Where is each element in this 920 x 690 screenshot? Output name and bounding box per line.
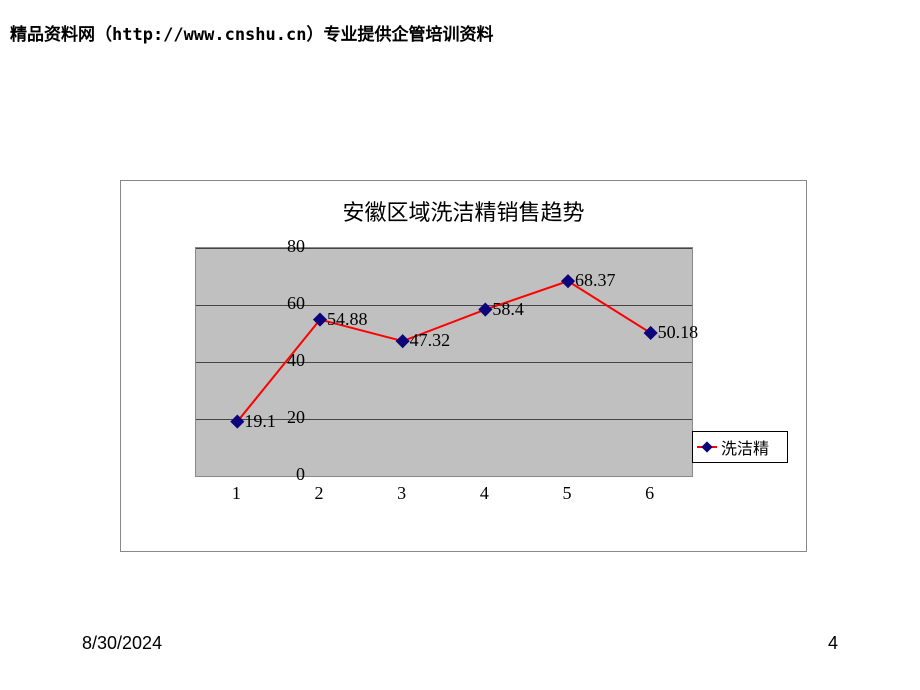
x-axis-tick: 4 — [464, 483, 504, 504]
data-point-label: 68.37 — [575, 270, 616, 291]
x-axis-tick: 6 — [630, 483, 670, 504]
page-header: 精品资料网（http://www.cnshu.cn）专业提供企管培训资料 — [10, 20, 493, 45]
y-axis-tick: 60 — [265, 293, 305, 314]
x-axis-tick: 2 — [299, 483, 339, 504]
series-marker-icon — [396, 334, 410, 348]
x-axis-tick: 1 — [216, 483, 256, 504]
series-marker-icon — [561, 274, 575, 288]
series-marker-icon — [478, 302, 492, 316]
data-point-label: 50.18 — [658, 322, 699, 343]
legend-label: 洗洁精 — [721, 435, 769, 459]
footer-page-number: 4 — [828, 633, 838, 654]
chart-legend: 洗洁精 — [692, 431, 788, 463]
y-axis-tick: 40 — [265, 350, 305, 371]
y-axis-tick: 80 — [265, 236, 305, 257]
y-axis-tick: 0 — [265, 464, 305, 485]
chart-title: 安徽区域洗洁精销售趋势 — [121, 195, 806, 227]
chart-container: 安徽区域洗洁精销售趋势 020406080 123456 19.154.8847… — [120, 180, 807, 552]
data-point-label: 58.4 — [492, 299, 524, 320]
series-marker-icon — [644, 326, 658, 340]
legend-line — [697, 446, 717, 448]
x-axis-tick: 3 — [382, 483, 422, 504]
x-axis-tick: 5 — [547, 483, 587, 504]
data-point-label: 54.88 — [327, 309, 368, 330]
legend-marker-icon — [701, 441, 712, 452]
footer-date: 8/30/2024 — [82, 633, 162, 654]
data-point-label: 47.32 — [410, 330, 451, 351]
data-point-label: 19.1 — [244, 411, 276, 432]
